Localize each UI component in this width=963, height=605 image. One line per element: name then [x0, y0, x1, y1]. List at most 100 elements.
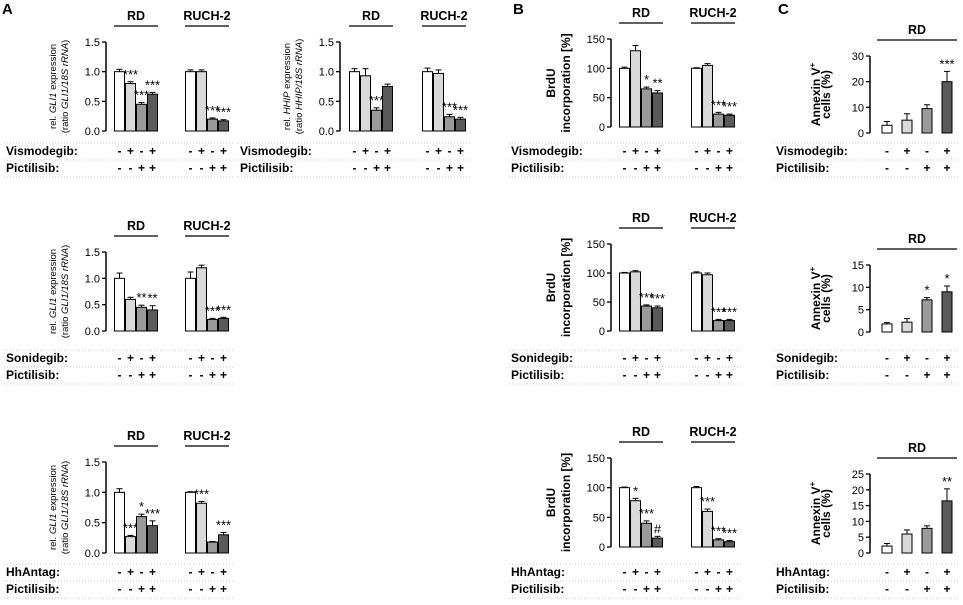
- treatment-sign: +: [220, 582, 227, 596]
- y-axis-label-segment: GLI1/18S rRNA: [60, 464, 71, 530]
- significance-mark: ***: [205, 303, 220, 318]
- group-label: RD: [127, 429, 145, 443]
- significance-mark: ***: [711, 524, 726, 539]
- bar: [652, 307, 663, 332]
- treatment-sign: +: [138, 161, 145, 175]
- y-tick-label: 0: [599, 542, 605, 554]
- y-tick-label: 0: [858, 128, 864, 140]
- treatment-sign: +: [715, 368, 722, 382]
- bar: [724, 541, 735, 548]
- treatment-sign: +: [632, 144, 639, 158]
- treatment-sign: +: [149, 582, 156, 596]
- treatment-sign: -: [885, 161, 889, 175]
- bar: [691, 67, 702, 128]
- treatment-sign: +: [654, 144, 661, 158]
- treatment-sign: -: [645, 351, 649, 365]
- bar: [702, 274, 713, 332]
- y-axis-label: Annexin V+cells (%): [808, 266, 833, 330]
- treatment-sign: -: [645, 144, 649, 158]
- bar: [196, 71, 207, 132]
- bar: [921, 527, 933, 554]
- bar: [147, 309, 158, 332]
- treatment-sign: +: [220, 351, 227, 365]
- bar: [901, 321, 913, 333]
- treatment-sign: +: [903, 565, 910, 579]
- treatment-sign: -: [695, 351, 699, 365]
- treatment-sign: -: [211, 565, 215, 579]
- treatment-sign: -: [364, 161, 368, 175]
- y-tick-label: 0.5: [319, 96, 334, 108]
- bar: [901, 119, 913, 134]
- y-axis-label-line: (ratio HHIP/18S rRNA): [294, 39, 305, 135]
- bar: [941, 291, 953, 333]
- y-tick-label: 1.0: [85, 487, 100, 499]
- significance-mark: ***: [939, 56, 954, 71]
- treatment-sign: +: [654, 161, 661, 175]
- y-axis-label-segment: rel.: [48, 113, 59, 129]
- treatment-sign: -: [118, 368, 122, 382]
- y-tick-label: 30: [852, 51, 864, 63]
- bar: [147, 93, 158, 132]
- group-label: RD: [127, 219, 145, 233]
- treatment-sign: +: [149, 368, 156, 382]
- treatment-sign: -: [118, 351, 122, 365]
- treatment-sign: +: [643, 582, 650, 596]
- group-label: RD: [632, 6, 650, 20]
- y-tick-label: 20: [852, 77, 864, 89]
- y-tick-label: 0.0: [319, 126, 334, 138]
- treatment-sign: -: [189, 351, 193, 365]
- y-tick-label: 1.5: [85, 37, 100, 49]
- treatment-sign: -: [200, 161, 204, 175]
- treatment-label: HhAntag:: [6, 565, 60, 579]
- bar: [125, 536, 136, 554]
- treatment-sign: -: [695, 144, 699, 158]
- significance-mark: ***: [442, 99, 457, 114]
- treatment-sign: -: [189, 161, 193, 175]
- significance-mark: ***: [123, 520, 138, 535]
- significance-mark: *: [139, 499, 144, 514]
- y-axis-label-line: rel. HHIP expression: [282, 43, 293, 130]
- bar: [921, 299, 933, 333]
- y-axis-label-segment: ): [294, 39, 305, 42]
- y-tick-label: 1.5: [85, 247, 100, 259]
- y-tick-label: 1.0: [319, 67, 334, 79]
- significance-mark: ***: [216, 302, 231, 317]
- y-axis-label: BrdUincorporation [%]: [544, 238, 573, 337]
- y-axis-label: rel. GLI1 expression(ratio GLI1/18S rRNA…: [48, 40, 71, 133]
- y-axis-label-segment: cells (%): [819, 70, 833, 119]
- group-label: RD: [908, 441, 926, 455]
- treatment-sign: +: [457, 144, 464, 158]
- bar: [941, 81, 953, 134]
- treatment-sign: +: [209, 368, 216, 382]
- y-axis-label-line: rel. GLI1 expression: [48, 465, 59, 550]
- treatment-sign: -: [211, 144, 215, 158]
- treatment-sign: -: [353, 144, 357, 158]
- group-label: RD: [632, 211, 650, 225]
- treatment-sign: +: [923, 368, 930, 382]
- y-axis-label-line: Annexin V+: [808, 62, 823, 126]
- treatment-sign: -: [717, 565, 721, 579]
- y-axis-label-segment: (ratio: [294, 110, 305, 134]
- treatment-sign: -: [623, 582, 627, 596]
- treatment-sign: -: [706, 582, 710, 596]
- y-tick-label: 100: [587, 268, 605, 280]
- treatment-sign: +: [209, 582, 216, 596]
- y-tick-label: 5: [858, 305, 864, 317]
- y-axis-label-segment: GLI1/18S rRNA: [60, 43, 71, 109]
- bar: [702, 64, 713, 128]
- bar: [218, 120, 229, 132]
- significance-mark: ***: [722, 99, 737, 114]
- treatment-sign: +: [704, 351, 711, 365]
- bar: [881, 323, 893, 333]
- treatment-sign: +: [220, 144, 227, 158]
- treatment-sign: -: [623, 351, 627, 365]
- bar: [713, 320, 724, 332]
- treatment-sign: -: [885, 582, 889, 596]
- treatment-sign: -: [925, 144, 929, 158]
- significance-mark: ***: [123, 67, 138, 82]
- y-tick-label: 0.5: [85, 300, 100, 312]
- treatment-sign: +: [384, 144, 391, 158]
- treatment-sign: +: [923, 161, 930, 175]
- treatment-sign: +: [149, 351, 156, 365]
